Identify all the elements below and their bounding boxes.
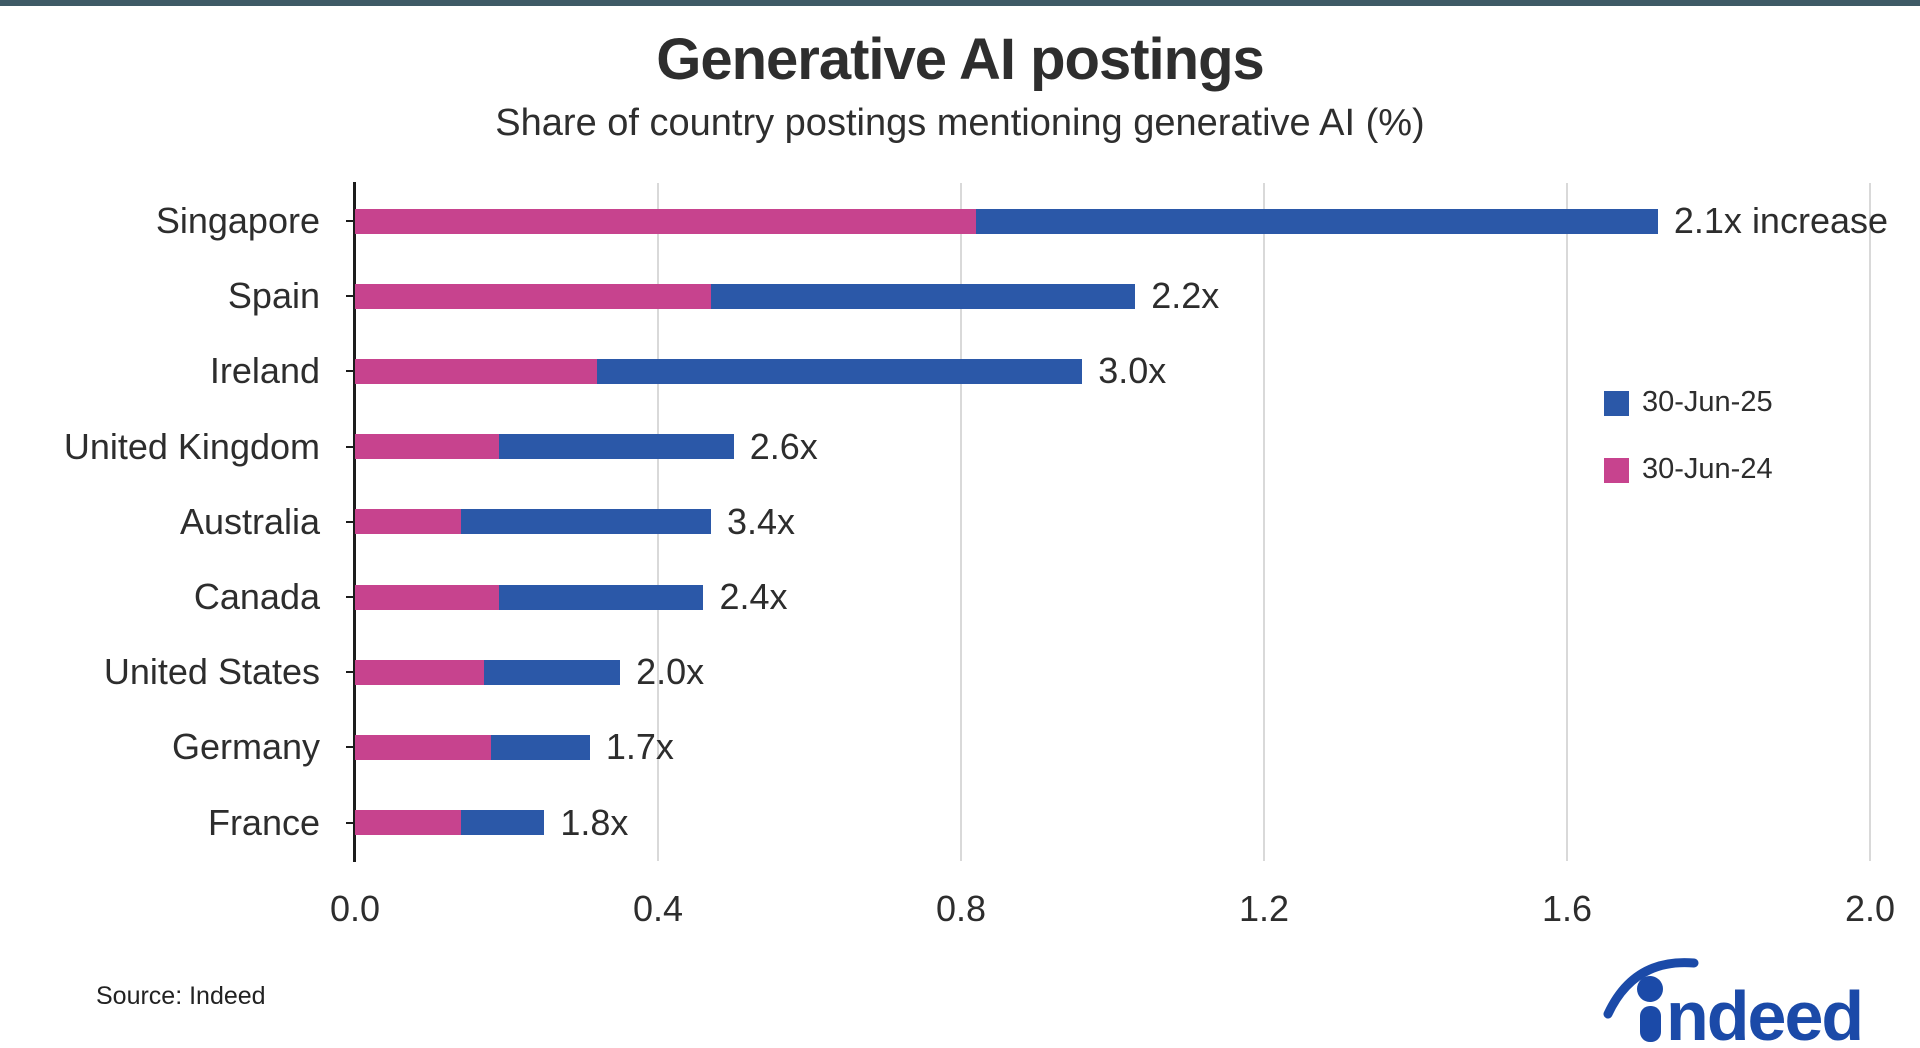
chart-subtitle: Share of country postings mentioning gen…: [495, 102, 1425, 144]
category-label: Ireland: [209, 350, 320, 392]
bar-30-jun-24: [355, 734, 492, 760]
bar-30-jun-24: [355, 659, 484, 685]
gridline: [1566, 183, 1568, 861]
y-axis-tick: [346, 671, 353, 674]
legend-label: 30-Jun-24: [1642, 453, 1773, 485]
x-tick-label: 1.2: [1238, 888, 1290, 929]
bar-30-jun-24: [355, 584, 499, 610]
svg-text:ndeed: ndeed: [1666, 977, 1862, 1044]
category-label: Singapore: [155, 200, 320, 241]
indeed-logo: ndeed: [1603, 958, 1864, 1044]
bar-value-label: 2.0x: [636, 651, 705, 693]
category-label: France: [207, 801, 320, 843]
bar-30-jun-24: [355, 509, 462, 535]
source-note: Source: Indeed: [96, 982, 266, 1010]
gridline: [1869, 183, 1871, 861]
legend-item: 30-Jun-24: [1604, 453, 1773, 486]
category-label: United States: [103, 651, 320, 693]
bar-value-label: 1.8x: [560, 801, 629, 843]
category-label: Spain: [227, 275, 320, 317]
category-label: Australia: [179, 500, 320, 542]
bar-30-jun-24: [355, 810, 462, 836]
y-axis-tick: [346, 520, 353, 523]
legend-label: 30-Jun-25: [1642, 386, 1773, 418]
bar-value-label: 2.2x: [1151, 275, 1220, 317]
bar-value-label: 2.4x: [719, 576, 788, 617]
x-tick-label: 0.8: [935, 888, 987, 929]
chart-title: Generative AI postings: [656, 27, 1265, 92]
y-axis-tick: [346, 746, 353, 749]
category-label: United Kingdom: [63, 425, 320, 467]
top-accent-bar: [0, 0, 1920, 6]
x-tick-label: 0.0: [329, 888, 381, 929]
y-axis-line: [353, 182, 356, 862]
y-axis-tick: [346, 295, 353, 298]
gridline: [1263, 183, 1265, 861]
y-axis-tick: [346, 220, 353, 222]
x-tick-label: 1.6: [1541, 888, 1593, 929]
legend-swatch-icon: [1604, 458, 1629, 483]
bar-value-label: 3.0x: [1098, 350, 1167, 392]
x-tick-label: 0.4: [632, 888, 684, 929]
gridline: [960, 183, 962, 861]
bar-30-jun-24: [355, 208, 977, 234]
bar-30-jun-24: [355, 283, 712, 309]
category-label: Germany: [171, 726, 320, 768]
plot-area: 2.1x increase 2.2x 3.0x 2.6x 3.4x 2.4x 2.0x 1.7…: [355, 183, 1888, 861]
legend-swatch-icon: [1604, 391, 1629, 416]
category-label: Canada: [193, 576, 320, 617]
y-axis-tick: [346, 821, 353, 824]
y-axis-tick: [346, 370, 353, 373]
category-axis-labels: Singapore Spain Ireland United Kingdom Austr…: [0, 183, 322, 861]
bar-value-label: 2.1x increase: [1673, 200, 1889, 241]
x-tick-label: 2.0: [1844, 888, 1896, 929]
bar-value-label: 2.6x: [749, 425, 818, 467]
x-axis-tick-labels: 0.0 0.4 0.8 1.2 1.6 2.0: [0, 888, 1920, 936]
y-axis-tick: [346, 596, 353, 598]
legend: 30-Jun-25 30-Jun-24: [1604, 386, 1773, 520]
y-axis-tick: [346, 445, 353, 448]
bar-value-label: 3.4x: [727, 500, 796, 542]
bar-30-jun-24: [355, 358, 598, 384]
bar-value-label: 1.7x: [605, 726, 674, 768]
legend-item: 30-Jun-25: [1604, 386, 1773, 419]
bar-30-jun-24: [355, 434, 499, 460]
